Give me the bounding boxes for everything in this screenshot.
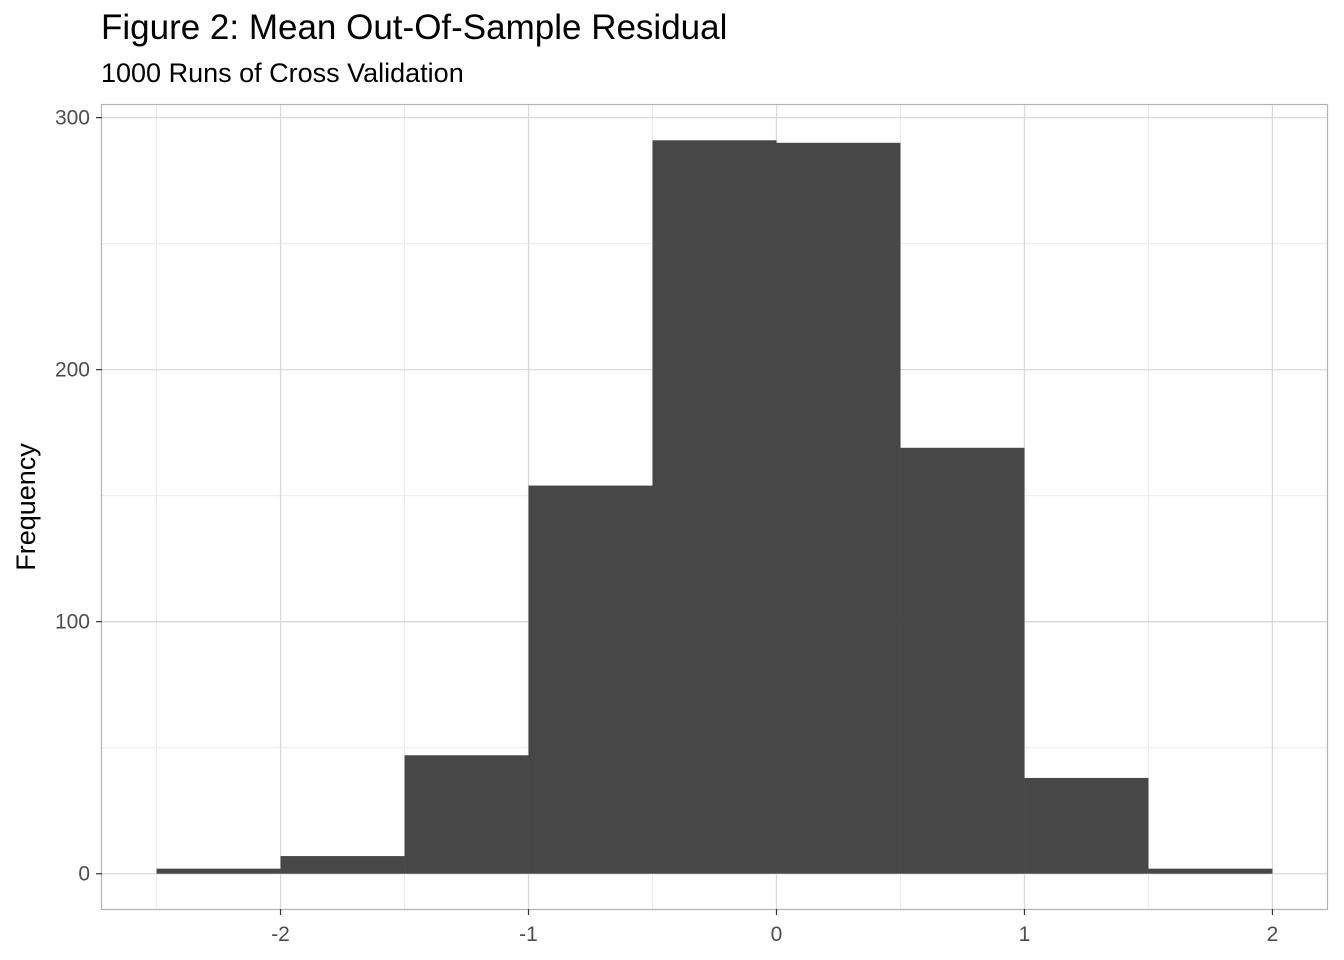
chart-title: Figure 2: Mean Out-Of-Sample Residual	[101, 8, 728, 47]
x-axis: -2 -1 0 1 2	[271, 909, 1278, 946]
x-tick-label: -1	[519, 923, 538, 946]
x-tick-label: 1	[1019, 923, 1031, 946]
y-tick-label: 100	[55, 611, 90, 634]
histogram-bar	[652, 140, 777, 874]
histogram-bar	[528, 485, 653, 874]
histogram-bar	[280, 856, 405, 874]
histogram-bar	[404, 755, 529, 874]
histogram-bar	[1148, 868, 1273, 874]
histogram-bar	[900, 447, 1025, 874]
panel-border	[100, 103, 1329, 911]
y-axis-title: Frequency	[11, 443, 41, 571]
histogram-bars	[156, 140, 1273, 874]
y-tick-label: 200	[55, 359, 90, 382]
histogram-bar	[776, 142, 901, 874]
histogram-bar	[156, 868, 281, 874]
x-tick-label: 2	[1267, 923, 1279, 946]
x-tick-label: -2	[271, 923, 290, 946]
y-axis: 0 100 200 300	[55, 107, 102, 886]
y-tick-label: 300	[55, 107, 90, 130]
histogram-bar	[1024, 777, 1149, 874]
y-tick-label: 0	[78, 863, 90, 886]
x-tick-label: 0	[771, 923, 783, 946]
chart-subtitle: 1000 Runs of Cross Validation	[101, 58, 464, 88]
